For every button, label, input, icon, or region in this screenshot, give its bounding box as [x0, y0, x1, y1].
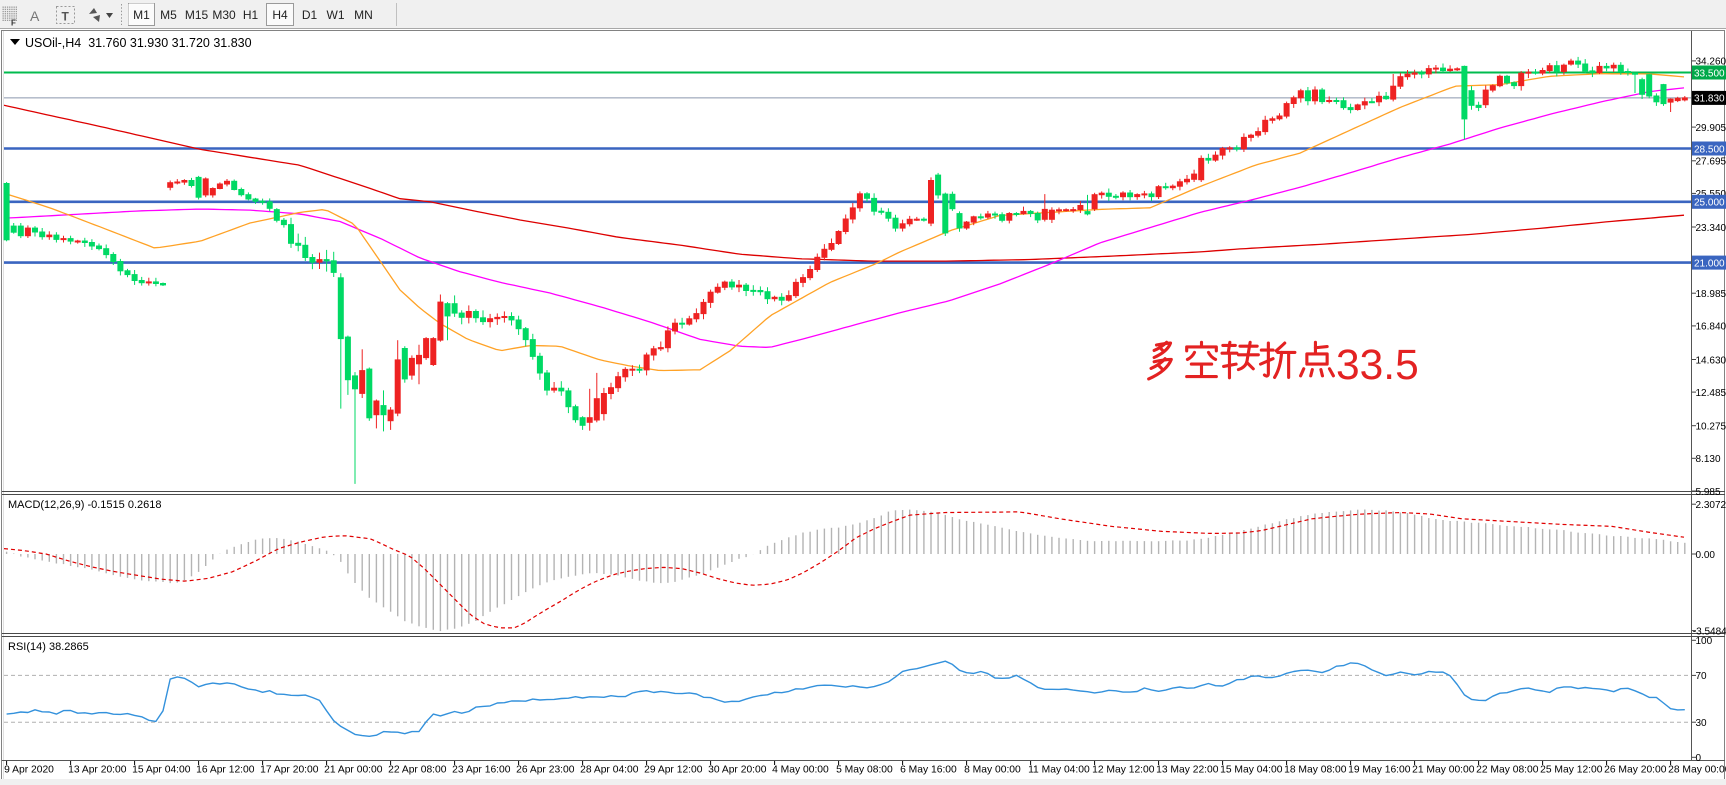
svg-text:70: 70 — [1696, 671, 1708, 682]
svg-text:9 Apr 2020: 9 Apr 2020 — [4, 765, 54, 776]
svg-text:6 May 16:00: 6 May 16:00 — [900, 765, 957, 776]
svg-text:15 Apr 04:00: 15 Apr 04:00 — [132, 765, 191, 776]
svg-text:34.260: 34.260 — [1696, 57, 1726, 68]
svg-text:33.5: 33.5 — [1336, 342, 1419, 389]
svg-text:28 Apr 04:00: 28 Apr 04:00 — [580, 765, 639, 776]
svg-text:5.985: 5.985 — [1696, 487, 1721, 498]
svg-text:14.630: 14.630 — [1696, 355, 1726, 366]
svg-text:25.550: 25.550 — [1696, 189, 1726, 200]
svg-text:18.985: 18.985 — [1696, 289, 1726, 300]
svg-text:16 Apr 12:00: 16 Apr 12:00 — [196, 765, 255, 776]
svg-text:0.00: 0.00 — [1696, 550, 1716, 561]
svg-text:28.500: 28.500 — [1694, 144, 1725, 155]
svg-text:12.485: 12.485 — [1696, 388, 1726, 399]
svg-text:H4: H4 — [272, 8, 288, 22]
svg-text:2.3072: 2.3072 — [1696, 500, 1726, 511]
svg-text:21.000: 21.000 — [1694, 258, 1725, 269]
svg-text:H1: H1 — [243, 8, 259, 22]
svg-text:M5: M5 — [160, 8, 177, 22]
svg-text:18 May 08:00: 18 May 08:00 — [1284, 765, 1347, 776]
svg-text:31.830: 31.830 — [1694, 94, 1725, 105]
svg-text:26 Apr 23:00: 26 Apr 23:00 — [516, 765, 575, 776]
svg-text:W1: W1 — [327, 8, 345, 22]
svg-text:0: 0 — [1696, 753, 1702, 764]
svg-text:5 May 08:00: 5 May 08:00 — [836, 765, 893, 776]
svg-text:17 Apr 20:00: 17 Apr 20:00 — [260, 765, 319, 776]
svg-text:29 Apr 12:00: 29 Apr 12:00 — [644, 765, 703, 776]
svg-text:MN: MN — [354, 8, 373, 22]
svg-text:RSI(14) 38.2865: RSI(14) 38.2865 — [8, 641, 89, 653]
svg-text:25 May 12:00: 25 May 12:00 — [1540, 765, 1603, 776]
svg-text:100: 100 — [1696, 636, 1713, 647]
svg-text:33.500: 33.500 — [1694, 68, 1725, 79]
svg-text:M15: M15 — [185, 8, 209, 22]
svg-text:30 Apr 20:00: 30 Apr 20:00 — [708, 765, 767, 776]
svg-text:22 May 08:00: 22 May 08:00 — [1476, 765, 1539, 776]
svg-text:MACD(12,26,9) -0.1515 0.2618: MACD(12,26,9) -0.1515 0.2618 — [8, 499, 161, 511]
svg-text:22 Apr 08:00: 22 Apr 08:00 — [388, 765, 447, 776]
svg-text:8.130: 8.130 — [1696, 454, 1721, 465]
svg-text:A: A — [30, 8, 40, 24]
svg-text:26 May 20:00: 26 May 20:00 — [1604, 765, 1667, 776]
svg-text:15 May 04:00: 15 May 04:00 — [1220, 765, 1283, 776]
svg-text:23 Apr 16:00: 23 Apr 16:00 — [452, 765, 511, 776]
svg-text:12 May 12:00: 12 May 12:00 — [1092, 765, 1155, 776]
svg-text:-3.5484: -3.5484 — [1693, 626, 1726, 637]
svg-text:USOil-,H4 31.760 31.930 31.72: USOil-,H4 31.760 31.930 31.720 31.830 — [25, 36, 252, 50]
svg-text:29.905: 29.905 — [1696, 123, 1726, 134]
svg-text:16.840: 16.840 — [1696, 322, 1726, 333]
svg-text:13 Apr 20:00: 13 Apr 20:00 — [68, 765, 127, 776]
svg-text:13 May 22:00: 13 May 22:00 — [1156, 765, 1219, 776]
svg-text:21 May 00:00: 21 May 00:00 — [1412, 765, 1475, 776]
svg-text:F: F — [11, 19, 16, 28]
svg-text:4 May 00:00: 4 May 00:00 — [772, 765, 829, 776]
svg-text:28 May 00:00: 28 May 00:00 — [1668, 765, 1726, 776]
svg-text:25.000: 25.000 — [1694, 198, 1725, 209]
svg-text:11 May 04:00: 11 May 04:00 — [1028, 765, 1090, 776]
svg-text:19 May 16:00: 19 May 16:00 — [1348, 765, 1411, 776]
svg-text:T: T — [62, 10, 70, 24]
svg-text:M1: M1 — [133, 8, 150, 22]
svg-text:10.275: 10.275 — [1696, 422, 1726, 433]
svg-text:27.695: 27.695 — [1696, 157, 1726, 168]
svg-text:D1: D1 — [302, 8, 318, 22]
svg-text:21 Apr 00:00: 21 Apr 00:00 — [324, 765, 383, 776]
svg-text:30: 30 — [1696, 718, 1708, 729]
svg-text:23.340: 23.340 — [1696, 223, 1726, 234]
svg-text:8 May 00:00: 8 May 00:00 — [964, 765, 1021, 776]
svg-text:M30: M30 — [212, 8, 236, 22]
